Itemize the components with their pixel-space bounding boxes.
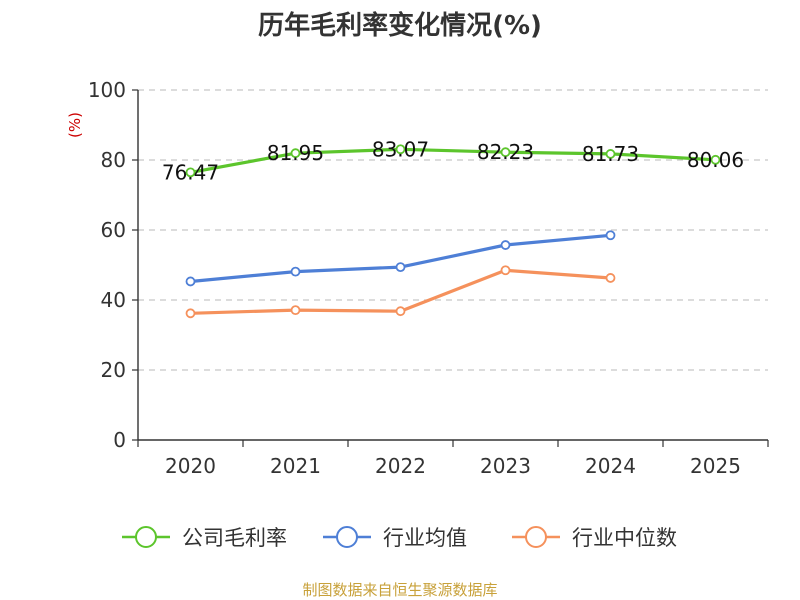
series-0-point-2020 xyxy=(185,167,196,178)
x-tick-label-2023: 2023 xyxy=(480,454,531,478)
data-label-2022: 83.07 xyxy=(372,137,429,161)
y-tick-label-20: 20 xyxy=(101,358,126,382)
data-label-2021: 81.95 xyxy=(267,141,324,165)
x-tick-label-2020: 2020 xyxy=(165,454,216,478)
legend: 公司毛利率 行业均值 行业中位数 xyxy=(122,526,677,550)
y-tick-label-40: 40 xyxy=(101,288,126,312)
data-label-layer: 76.47 81.95 83.07 82.23 81.73 80.06 xyxy=(162,137,744,184)
legend-marker-0 xyxy=(135,526,157,548)
data-label-2025: 80.06 xyxy=(687,148,744,172)
series-2-point-2021 xyxy=(290,305,301,316)
legend-label-0: 公司毛利率 xyxy=(182,526,287,550)
legend-item-1: 行业均值 xyxy=(323,526,467,550)
y-tick-label-0: 0 xyxy=(113,428,126,452)
y-tick-label-60: 60 xyxy=(101,218,126,242)
series-line-0 xyxy=(188,147,718,174)
y-tick-label-100: 100 xyxy=(88,78,126,102)
source-note: 制图数据来自恒生聚源数据库 xyxy=(302,581,497,599)
data-label-2023: 82.23 xyxy=(477,140,534,164)
x-tick-label-2024: 2024 xyxy=(585,454,636,478)
data-label-2024: 81.73 xyxy=(582,142,639,166)
series-0-point-2021 xyxy=(290,148,301,159)
grid-layer xyxy=(138,89,768,371)
y-tick-label-80: 80 xyxy=(101,148,126,172)
series-0-point-2023 xyxy=(500,147,511,158)
legend-item-2: 行业中位数 xyxy=(512,526,677,550)
series-2-point-2022 xyxy=(395,306,406,317)
series-0-point-2022 xyxy=(395,144,406,155)
series-0-point-2024 xyxy=(605,149,616,159)
y-axis-label: (%) xyxy=(66,112,84,138)
data-label-2020: 76.47 xyxy=(162,160,219,184)
series-0-point-2025 xyxy=(710,154,721,165)
legend-marker-2 xyxy=(525,526,547,548)
chart-title: 历年毛利率变化情况(%) xyxy=(258,10,542,41)
x-tick-label-2025: 2025 xyxy=(690,454,741,478)
series-2-point-2024 xyxy=(605,273,616,283)
x-tick-label-2021: 2021 xyxy=(270,454,321,478)
series-1-point-2023 xyxy=(500,240,511,250)
legend-label-1: 行业均值 xyxy=(383,526,467,550)
series-2-point-2020 xyxy=(185,308,196,319)
series-1-point-2024 xyxy=(605,230,616,241)
series-layer xyxy=(185,144,721,319)
legend-item-0: 公司毛利率 xyxy=(122,526,287,550)
series-2-point-2023 xyxy=(500,265,511,276)
series-1-point-2022 xyxy=(395,262,406,273)
series-1-point-2020 xyxy=(185,276,196,287)
axis-layer: 0 20 40 60 80 100 2020 2021 2022 2023 2024 2025 xyxy=(88,78,769,478)
legend-marker-1 xyxy=(336,526,358,548)
x-tick-label-2022: 2022 xyxy=(375,454,426,478)
legend-label-2: 行业中位数 xyxy=(572,526,677,550)
series-1-point-2021 xyxy=(290,266,301,277)
